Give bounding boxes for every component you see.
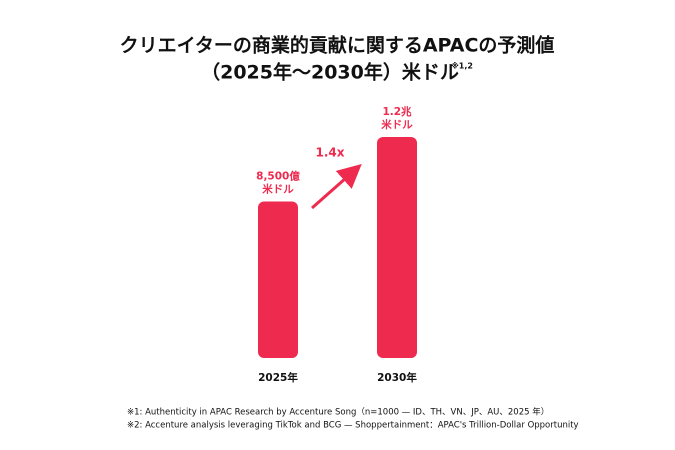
growth-arrow [311,164,362,210]
value-label: 8,500億 [256,169,300,182]
bar [377,137,417,358]
annotation: 1.4x [316,146,345,160]
footnote: ※1: Authenticity in APAC Research by Acc… [127,407,549,418]
title-note: ※1,2 [451,61,473,71]
x-tick-label: 2025年 [258,371,298,384]
chart-title: クリエイターの商業的貢献に関するAPACの予測値 [120,34,555,57]
value-label: 1.2兆 [382,105,412,118]
chart-title: （2025年～2030年）米ドル [201,61,459,84]
value-label: 米ドル [380,118,413,131]
bar [258,201,298,358]
value-label: 米ドル [261,182,294,195]
footnote: ※2: Accenture analysis leveraging TikTok… [127,421,579,431]
x-tick-label: 2030年 [377,371,417,384]
